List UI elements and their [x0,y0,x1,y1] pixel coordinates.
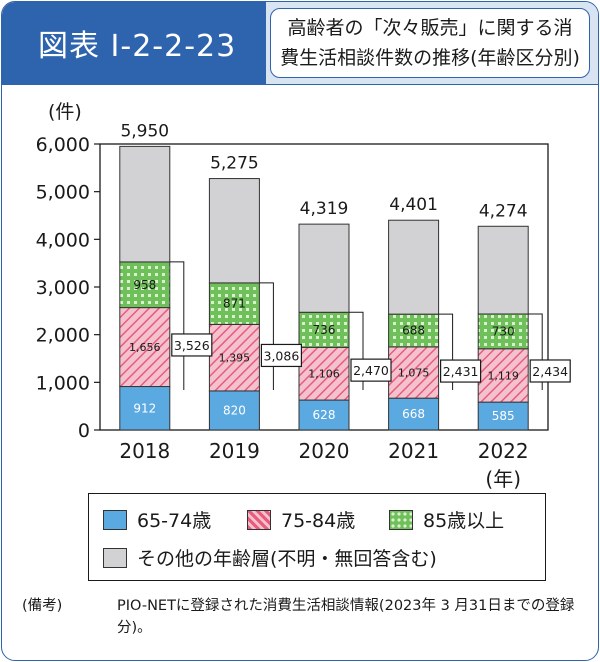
total-label: 4,274 [479,201,528,221]
y-tick-label: 3,000 [36,277,90,299]
total-label: 5,275 [210,154,259,174]
x-tick-label: 2019 [209,439,260,463]
figure-title-line1: 高齢者の「次々販売」に関する消 [287,17,573,39]
segment-value-label: 628 [313,408,336,422]
legend-label-85-plus: 85歳以上 [423,510,505,532]
y-tick-label: 0 [78,420,90,442]
segment-value-label: 958 [133,278,156,292]
bars [119,145,543,431]
total-label: 5,950 [120,121,169,141]
figure-number-badge: 図表 I-2-2-23 [2,2,266,84]
bar-segment [208,178,260,284]
bar-segment [388,219,440,315]
bar-segment [298,399,350,431]
segment-value-label: 871 [223,297,246,311]
segment-value-label: 1,656 [129,341,161,354]
x-tick-label: 2020 [299,439,350,463]
segment-value-label: 1,395 [219,352,251,365]
legend-swatch-other [103,547,127,568]
subtotal-label: 2,434 [532,364,568,379]
figure-header: 図表 I-2-2-23 高齢者の「次々販売」に関する消 費生活相談件数の推移(年… [2,2,598,85]
subtotal-box [529,359,571,383]
total-label: 4,401 [389,195,438,215]
bar-segment [388,313,440,348]
legend-label-other: その他の年齢層(不明・無回答含む) [137,548,437,570]
legend-item-65-74: 65-74歳 [103,506,211,533]
subtotal-label: 3,086 [264,348,300,363]
segment-value-label: 1,119 [487,369,519,382]
bar-segment [388,346,440,399]
segment-value-label: 1,075 [398,367,430,380]
segment-value-label: 688 [402,324,425,338]
total-label: 4,319 [300,199,349,219]
bar-segment [208,282,260,325]
subtotal-bracket [259,282,274,390]
y-tick-label: 4,000 [36,229,90,251]
segment-value-label: 912 [133,401,156,415]
x-tick-label: 2021 [388,439,439,463]
bar-segment [208,390,260,431]
y-tick-label: 2,000 [36,325,90,347]
axes: 0 1,000 2,000 3,000 4,000 5,000 6,000 (件) (年) [36,101,549,490]
segment-value-label: 736 [313,323,336,337]
bar-segment [298,223,350,313]
note-label: (備考) [22,598,63,614]
x-tick-label: 2022 [478,439,529,463]
y-tick-label: 1,000 [36,372,90,394]
segment-value-label: 820 [223,403,246,417]
legend-item-75-84: 75-84歳 [247,506,355,533]
figure-title: 高齢者の「次々販売」に関する消 費生活相談件数の推移(年齢区分別) [270,8,590,78]
bar-segment [298,346,350,401]
subtotal-box [440,359,482,383]
bar-segment [477,225,529,315]
bar-segment [208,323,260,392]
subtotal-box [350,358,392,382]
labels: 2018 912 1,656 958 3,526 5,950 2019 820 1,395 871… [119,121,571,463]
subtotal-box [171,333,213,357]
subtotal-box [260,343,302,368]
figure-title-line2: 費生活相談件数の推移(年齢区分別) [280,47,580,69]
legend-swatch-85-plus [389,509,413,530]
subtotal-label: 3,526 [174,338,210,353]
legend-label-65-74: 65-74歳 [137,510,212,532]
subtotal-bracket [169,261,185,390]
legend-label-75-84: 75-84歳 [281,510,356,532]
legend-swatch-75-84 [247,509,271,530]
subtotal-label: 2,431 [443,364,479,379]
segment-value-label: 668 [402,407,425,421]
legend: 65-74歳 75-84歳 85歳以上 その他の年齢層(不明・無回答含む) [88,493,546,581]
x-unit-label: (年) [485,467,521,490]
legend-item-other: その他の年齢層(不明・無回答含む) [103,544,437,571]
y-tick-label: 6,000 [36,134,90,156]
bar-segment [119,261,171,309]
bar-segment [388,397,440,431]
subtotal-label: 2,470 [353,363,389,378]
bar-segment [119,145,171,263]
y-unit-label: (件) [48,101,82,123]
legend-swatch-65-74 [103,509,127,530]
segment-value-label: 1,106 [308,368,340,381]
note-text: PIO-NETに登録された消費生活相談情報(2023年 3 月31日までの登録分… [117,598,575,636]
segment-value-label: 585 [492,409,515,423]
stacked-bar-chart: 0 1,000 2,000 3,000 4,000 5,000 6,000 (件) (年) 20… [36,101,571,490]
legend-item-85-plus: 85歳以上 [389,506,504,533]
y-tick-label: 5,000 [36,182,90,204]
segment-value-label: 730 [492,324,515,338]
x-tick-label: 2018 [119,439,170,463]
